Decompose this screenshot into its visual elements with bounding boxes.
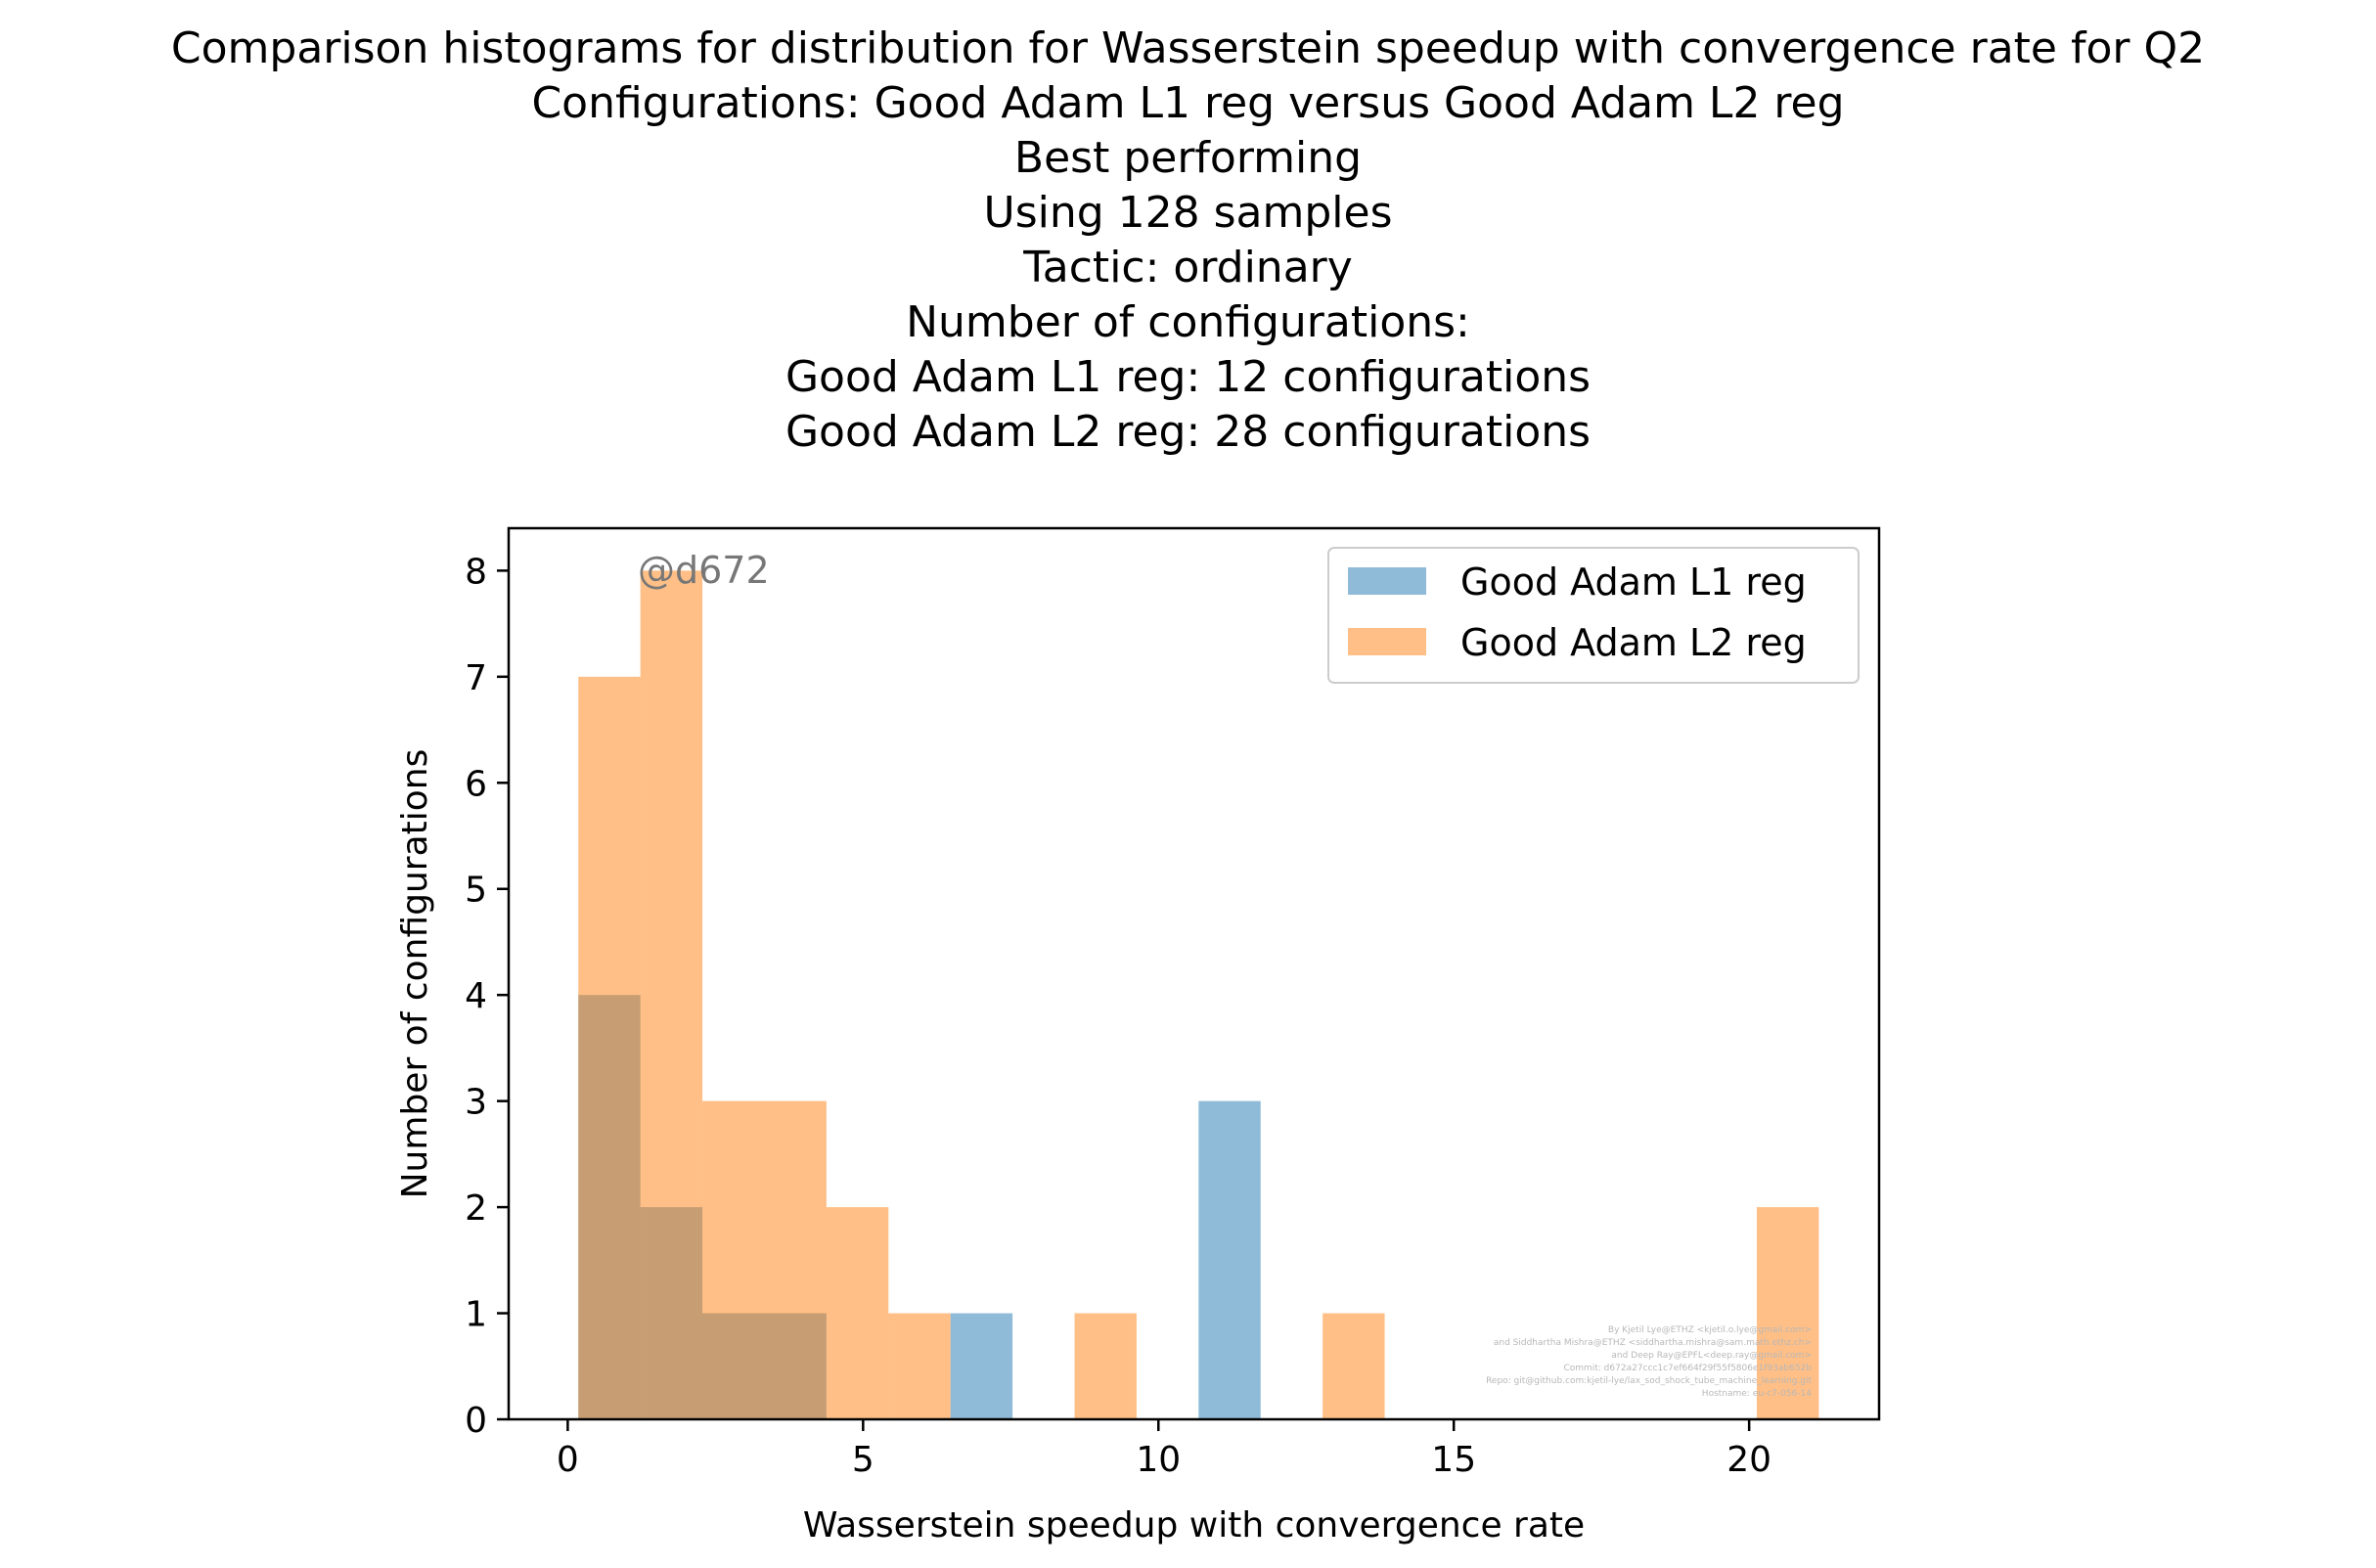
title-line: Comparison histograms for distribution f… (170, 23, 2206, 73)
credit-line: Commit: d672a27ccc1c7ef664f29f55f5806e1f… (1563, 1364, 1812, 1373)
y-tick-label: 8 (465, 552, 487, 592)
y-tick-label: 2 (465, 1188, 487, 1229)
legend-label-l1: Good Adam L1 reg (1460, 560, 1807, 604)
x-tick-label: 10 (1136, 1440, 1181, 1480)
y-tick-label: 3 (465, 1083, 487, 1123)
x-axis-label: Wasserstein speedup with convergence rat… (803, 1505, 1585, 1546)
y-tick-label: 5 (465, 871, 487, 911)
title-line: Best performing (1013, 133, 1363, 183)
histogram-bar-l2 (1756, 1207, 1819, 1419)
title-line: Tactic: ordinary (1023, 243, 1353, 292)
x-tick-label: 15 (1431, 1440, 1476, 1480)
y-axis-label: Number of configurations (395, 749, 435, 1199)
credit-line: and Deep Ray@EPFL<deep.ray@gmail.com> (1611, 1351, 1812, 1361)
credit-line: and Siddhartha Mishra@ETHZ <siddhartha.m… (1494, 1338, 1812, 1348)
legend-swatch-l1 (1348, 567, 1426, 595)
legend-label-l2: Good Adam L2 reg (1460, 621, 1807, 664)
histogram-bar-l1 (1198, 1100, 1261, 1419)
chart-title: Comparison histograms for distribution f… (0, 22, 2376, 460)
bars-layer (578, 570, 1819, 1419)
title-line: Configurations: Good Adam L1 reg versus … (531, 78, 1845, 128)
y-tick-label: 6 (465, 764, 487, 804)
x-tick-label: 5 (852, 1440, 874, 1480)
histogram-bar-l2 (888, 1313, 951, 1419)
axes-frame (507, 526, 1881, 1421)
histogram-bar-l2 (640, 570, 703, 1419)
histogram-bar-l2 (1322, 1313, 1385, 1419)
credit-line: Hostname: eu-c7-056-14 (1702, 1389, 1812, 1399)
legend: Good Adam L1 reg Good Adam L2 reg (1327, 547, 1860, 684)
credit-line: By Kjetil Lye@ETHZ <kjetil.o.lye@gmail.c… (1608, 1325, 1812, 1335)
x-axis-ticks: 0 5 10 15 20 (557, 1419, 1771, 1480)
y-tick-label: 1 (465, 1295, 487, 1335)
histogram-bar-l2 (764, 1100, 827, 1419)
credit-line: Repo: git@github.com:kjetil-lye/lax_sod_… (1486, 1376, 1812, 1386)
histogram-bar-l2 (826, 1207, 889, 1419)
title-line: Using 128 samples (983, 188, 1393, 238)
y-tick-label: 0 (465, 1401, 487, 1441)
histogram-bar-l2 (1074, 1313, 1137, 1419)
title-line: Good Adam L2 reg: 28 configurations (785, 407, 1591, 457)
watermark-commit: @d672 (638, 549, 770, 592)
y-tick-label: 4 (465, 976, 487, 1016)
legend-frame (1327, 547, 1860, 684)
title-line: Number of configurations: (906, 297, 1470, 347)
histogram-bar-l2 (702, 1100, 765, 1419)
x-tick-label: 20 (1726, 1440, 1771, 1480)
title-line: Good Adam L1 reg: 12 configurations (785, 352, 1591, 402)
y-tick-label: 7 (465, 658, 487, 698)
x-tick-label: 0 (557, 1440, 579, 1480)
legend-swatch-l2 (1348, 628, 1426, 655)
y-axis-ticks: 0 1 2 3 4 5 6 7 8 (465, 552, 509, 1441)
credits-block: By Kjetil Lye@ETHZ <kjetil.o.lye@gmail.c… (1486, 1325, 1812, 1399)
histogram-bar-l1 (950, 1313, 1013, 1419)
histogram-bar-l2 (578, 676, 641, 1419)
